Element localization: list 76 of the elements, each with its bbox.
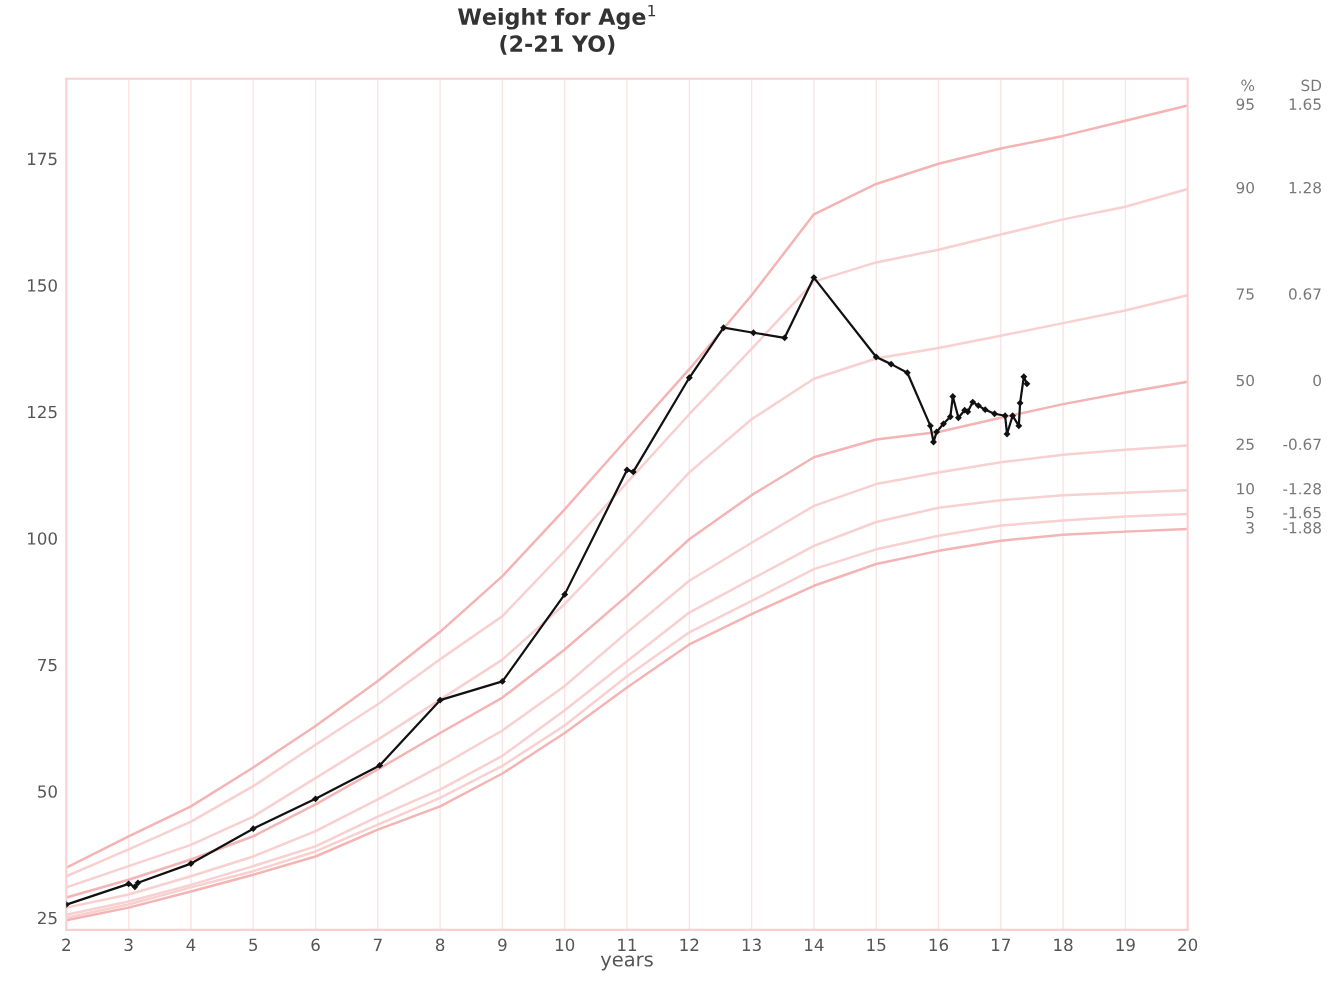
text: 95 [1236,98,1254,110]
chart-title: Weight for Age$^{1}$ (2-21 YO) [458,4,656,55]
point [974,402,982,410]
x-tick-label: 9 [498,938,507,952]
point [498,677,506,685]
x-tick-label: 8 [435,938,445,952]
y-tick-label: 100 [28,532,57,545]
point [1020,373,1028,381]
point [946,413,954,421]
y-tick-label: 25 [38,911,57,925]
text: 90 [1236,181,1254,194]
point [991,410,998,418]
point [1001,412,1009,420]
x-tick-label: 17 [992,938,1010,951]
point [969,398,977,406]
point [903,369,911,377]
point [623,466,631,474]
text: 10 [1237,483,1254,495]
point [887,360,895,368]
x-axis-title: years [600,955,653,971]
text: -1.28 [1283,483,1321,495]
x-tick-label: 18 [1054,938,1073,952]
point [134,879,142,887]
x-tick-label: 12 [680,938,699,951]
x-tick-label: 16 [929,938,949,952]
text: SD [1301,79,1322,92]
text: 0 [1313,374,1321,387]
point [436,696,444,704]
point [131,883,139,891]
point [1016,399,1024,407]
x-tick-label: 6 [311,938,320,952]
point [940,420,947,428]
point [1003,430,1011,438]
point [720,324,727,332]
y-tick-label: 125 [28,405,57,419]
x-tick-label: 15 [867,938,886,952]
x-tick-label: 20 [1178,938,1198,952]
text: 3 [1246,521,1254,534]
y-tick-label: 175 [28,152,57,166]
point [1009,412,1017,420]
x-tick-label: 5 [249,938,258,952]
point [949,393,957,400]
x-tick-label: 19 [1116,938,1135,952]
text: 25 [1236,438,1254,451]
x-tick-label: 13 [742,938,761,952]
point [1023,380,1031,388]
x-tick-label: 2 [62,938,70,951]
point [781,334,789,342]
text: -1.88 [1283,521,1321,534]
x-tick-label: 4 [186,938,196,951]
x-tick-label: 7 [373,938,382,951]
text: 1.65 [1289,98,1321,110]
point [561,590,569,598]
text: 50 [1236,374,1254,387]
point [312,795,319,803]
point [872,353,880,361]
point [750,329,757,337]
point [954,414,962,422]
text: 1.28 [1289,181,1321,194]
text: % [1241,79,1255,92]
x-tick-label: 14 [805,938,824,951]
text: 0.67 [1288,288,1321,300]
y-tick-label: 150 [28,279,57,292]
x-tick-label: 10 [555,938,575,952]
text: 75 [1236,288,1254,300]
point [1015,422,1023,430]
text: 5 [1246,506,1254,519]
point [376,761,384,769]
text: -0.67 [1283,438,1321,451]
point [249,825,257,833]
point [629,468,637,476]
text: -1.65 [1283,506,1321,519]
y-tick-label: 50 [38,785,57,798]
y-tick-label: 75 [38,658,57,672]
x-tick-label: 11 [618,938,637,951]
x-tick-label: 3 [124,938,133,952]
